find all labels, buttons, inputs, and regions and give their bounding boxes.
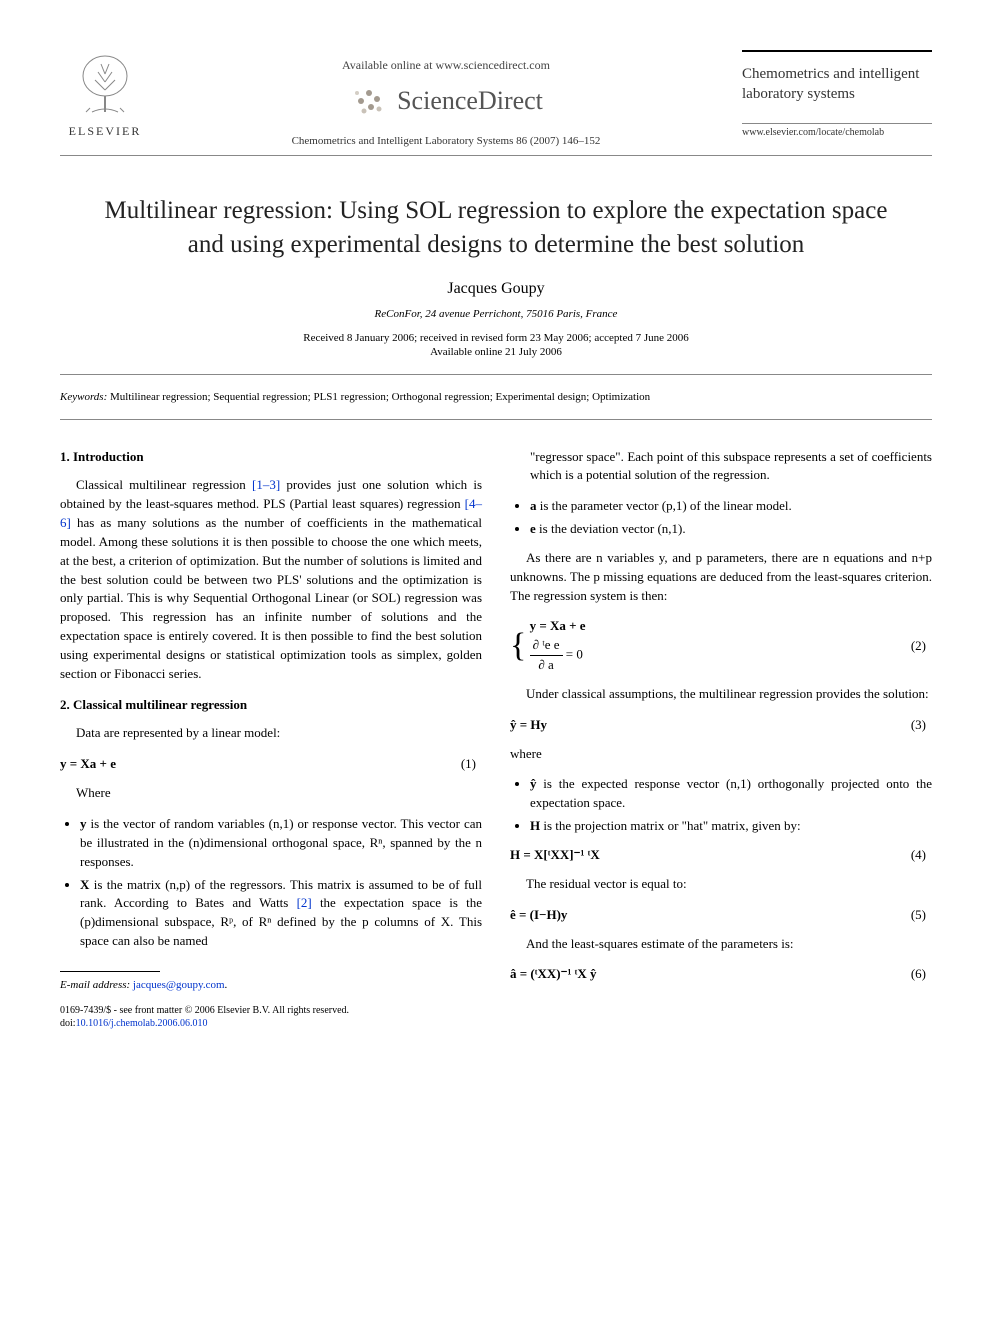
equation-4-row: H = X[ᵗXX]⁻¹ ᵗX (4): [510, 846, 932, 865]
var-H: H is the projection matrix or "hat" matr…: [530, 817, 932, 836]
variable-list-right-mid: ŷ is the expected response vector (n,1) …: [510, 775, 932, 836]
right-top-rule: [742, 50, 932, 52]
right-para-4: And the least-squares estimate of the pa…: [510, 935, 932, 954]
equation-2-number: (2): [911, 637, 932, 656]
available-online-text: Available online at www.sciencedirect.co…: [150, 58, 742, 73]
email-label: E-mail address:: [60, 979, 130, 991]
header-center: Available online at www.sciencedirect.co…: [150, 50, 742, 147]
var-a-desc: is the parameter vector (p,1) of the lin…: [537, 498, 792, 513]
locate-url: www.elsevier.com/locate/chemolab: [742, 123, 932, 138]
equation-5: ê = (I−H)y: [510, 906, 567, 925]
equation-4-number: (4): [911, 846, 932, 865]
right-para-3: The residual vector is equal to:: [510, 875, 932, 894]
s2-where: Where: [60, 784, 482, 803]
equation-5-row: ê = (I−H)y (5): [510, 906, 932, 925]
header: ELSEVIER Available online at www.science…: [60, 50, 932, 156]
right-para-1: As there are n variables y, and p parame…: [510, 549, 932, 606]
eq2-numerator: ∂ ᵗe e: [530, 636, 563, 656]
equation-1-row: y = Xa + e (1): [60, 755, 482, 774]
eq2-denominator: ∂ a: [530, 656, 563, 675]
left-column: 1. Introduction Classical multilinear re…: [60, 448, 482, 1030]
variable-list-left: y is the vector of random variables (n,1…: [60, 815, 482, 951]
equation-4: H = X[ᵗXX]⁻¹ ᵗX: [510, 846, 600, 865]
var-X-sym: X: [80, 877, 89, 892]
author-name: Jacques Goupy: [60, 280, 932, 298]
divider-top: [60, 374, 932, 375]
var-X: X is the matrix (n,p) of the regressors.…: [80, 876, 482, 951]
journal-citation: Chemometrics and Intelligent Laboratory …: [150, 135, 742, 147]
journal-name-right: Chemometrics and intelligent laboratory …: [742, 64, 932, 105]
equation-3-row: ŷ = Hy (3): [510, 716, 932, 735]
eq1-text: y = Xa + e: [60, 756, 116, 771]
variable-list-right-top: a is the parameter vector (p,1) of the l…: [510, 497, 932, 539]
doi-line: doi:10.1016/j.chemolab.2006.06.010: [60, 1017, 482, 1030]
keywords-label: Keywords:: [60, 391, 107, 403]
equation-5-number: (5): [911, 906, 932, 925]
equation-6: â = (ᵗXX)⁻¹ ᵗX ŷ: [510, 965, 597, 984]
equation-3-number: (3): [911, 716, 932, 735]
page-container: ELSEVIER Available online at www.science…: [0, 0, 992, 1070]
equation-1: y = Xa + e: [60, 755, 116, 774]
var-e-desc: is the deviation vector (n,1).: [536, 521, 686, 536]
var-a: a is the parameter vector (p,1) of the l…: [530, 497, 932, 516]
var-yhat: ŷ is the expected response vector (n,1) …: [530, 775, 932, 813]
ref-link-2[interactable]: [2]: [297, 895, 312, 910]
doi-link[interactable]: 10.1016/j.chemolab.2006.06.010: [76, 1018, 208, 1029]
equation-6-row: â = (ᵗXX)⁻¹ ᵗX ŷ (6): [510, 965, 932, 984]
sciencedirect-text: ScienceDirect: [397, 86, 543, 116]
equation-2: { y = Xa + e ∂ ᵗe e ∂ a = 0: [510, 617, 586, 675]
s1-text-c: has as many solutions as the number of c…: [60, 515, 482, 681]
dates-online: Available online 21 July 2006: [60, 346, 932, 358]
footnote-rule: [60, 971, 160, 972]
eq2-line1: y = Xa + e: [530, 618, 586, 633]
author-affiliation: ReConFor, 24 avenue Perrichont, 75016 Pa…: [60, 308, 932, 320]
var-y-desc: is the vector of random variables (n,1) …: [80, 816, 482, 869]
right-where: where: [510, 745, 932, 764]
copyright-line: 0169-7439/$ - see front matter © 2006 El…: [60, 1004, 482, 1017]
eq5-text: ê = (I−H)y: [510, 907, 567, 922]
section-1-para: Classical multilinear regression [1–3] p…: [60, 476, 482, 683]
doi-label: doi:: [60, 1018, 76, 1029]
var-H-sym: H: [530, 818, 540, 833]
eq4-text: H = X[ᵗXX]⁻¹ ᵗX: [510, 847, 600, 862]
var-X-continuation: "regressor space". Each point of this su…: [510, 448, 932, 486]
eq2-equals-zero: = 0: [563, 647, 583, 662]
elsevier-logo: ELSEVIER: [60, 50, 150, 139]
header-right: Chemometrics and intelligent laboratory …: [742, 50, 932, 138]
divider-bottom: [60, 419, 932, 420]
var-H-desc: is the projection matrix or "hat" matrix…: [540, 818, 800, 833]
eq6-text: â = (ᵗXX)⁻¹ ᵗX ŷ: [510, 966, 597, 981]
elsevier-label: ELSEVIER: [69, 124, 142, 139]
keywords-text: Multilinear regression; Sequential regre…: [107, 391, 650, 403]
email-period: .: [225, 979, 228, 991]
s1-text-a: Classical multilinear regression: [76, 477, 252, 492]
section-2-head: 2. Classical multilinear regression: [60, 696, 482, 715]
equation-1-number: (1): [461, 755, 482, 774]
email-link[interactable]: jacques@goupy.com: [130, 979, 224, 991]
sciencedirect-brand: ScienceDirect: [150, 81, 742, 121]
var-y: y is the vector of random variables (n,1…: [80, 815, 482, 872]
var-yhat-desc: is the expected response vector (n,1) or…: [530, 776, 932, 810]
eq2-fraction: ∂ ᵗe e ∂ a: [530, 636, 563, 675]
s2-para-1: Data are represented by a linear model:: [60, 724, 482, 743]
brace-icon: {: [510, 631, 526, 662]
var-e: e is the deviation vector (n,1).: [530, 520, 932, 539]
ref-link-1-3[interactable]: [1–3]: [252, 477, 280, 492]
sciencedirect-icon: [349, 81, 389, 121]
article-title: Multilinear regression: Using SOL regres…: [90, 194, 902, 262]
elsevier-tree-icon: [70, 50, 140, 120]
section-1-head: 1. Introduction: [60, 448, 482, 467]
copyright-block: 0169-7439/$ - see front matter © 2006 El…: [60, 1004, 482, 1030]
equation-2-row: { y = Xa + e ∂ ᵗe e ∂ a = 0 (2): [510, 617, 932, 675]
two-column-body: 1. Introduction Classical multilinear re…: [60, 448, 932, 1030]
eq3-text: ŷ = Hy: [510, 717, 547, 732]
equation-6-number: (6): [911, 965, 932, 984]
footnote-email: E-mail address: jacques@goupy.com.: [60, 978, 482, 994]
dates-received: Received 8 January 2006; received in rev…: [60, 332, 932, 344]
right-para-2: Under classical assumptions, the multili…: [510, 685, 932, 704]
right-column: "regressor space". Each point of this su…: [510, 448, 932, 1030]
equation-3: ŷ = Hy: [510, 716, 547, 735]
keywords-line: Keywords: Multilinear regression; Sequen…: [60, 391, 932, 403]
